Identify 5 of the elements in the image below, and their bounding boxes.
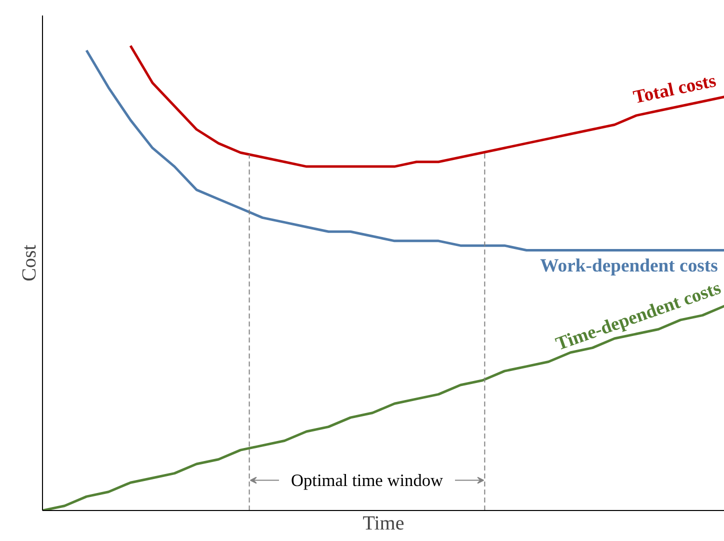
y-axis-title: Cost	[18, 244, 40, 282]
text: Total costs	[632, 70, 718, 108]
annotation: Optimal time window	[290, 470, 444, 490]
x-axis-title: Time	[362, 512, 404, 534]
series-label: Work-dependent costs	[540, 256, 718, 277]
